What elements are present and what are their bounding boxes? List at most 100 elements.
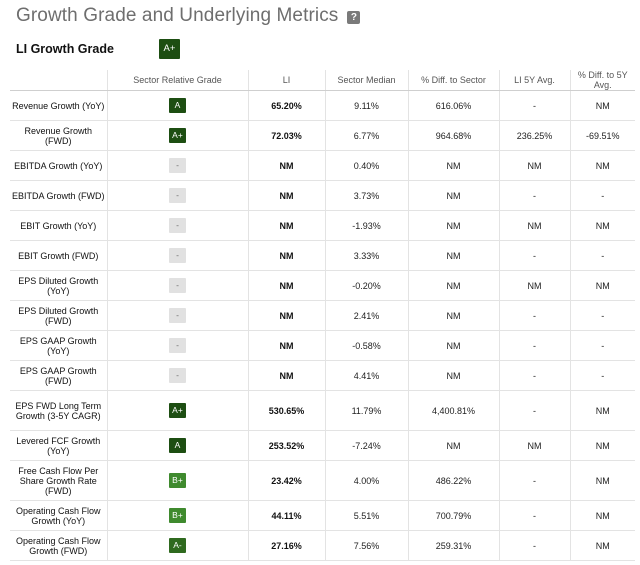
diff-to-sector-value: 616.06% bbox=[407, 90, 499, 121]
li-5y-avg-value: - bbox=[498, 390, 570, 431]
diff-to-5y-avg-value: NM bbox=[569, 90, 635, 121]
li-5y-avg-value: - bbox=[498, 300, 570, 331]
li-5y-avg-value: - bbox=[498, 500, 570, 531]
metric-name: Revenue Growth (YoY) bbox=[10, 90, 107, 121]
table-row: EBIT Growth (FWD) - NM 3.33% NM - - bbox=[10, 240, 635, 271]
li-5y-avg-value: - bbox=[498, 460, 570, 501]
diff-to-sector-value: NM bbox=[407, 270, 499, 301]
li-5y-avg-value: - bbox=[498, 530, 570, 561]
grade-badge: - bbox=[169, 158, 186, 173]
sector-grade-cell: B+ bbox=[106, 460, 248, 501]
li-value: NM bbox=[247, 180, 325, 211]
sector-median-value: -1.93% bbox=[324, 210, 408, 241]
diff-to-5y-avg-value: NM bbox=[569, 500, 635, 531]
diff-to-sector-value: NM bbox=[407, 360, 499, 391]
table-row: EPS Diluted Growth (FWD) - NM 2.41% NM - - bbox=[10, 300, 635, 331]
grade-badge: B+ bbox=[169, 473, 186, 488]
sector-grade-cell: A+ bbox=[106, 390, 248, 431]
li-value: NM bbox=[247, 330, 325, 361]
grade-badge: A- bbox=[169, 538, 186, 553]
metric-name: EPS Diluted Growth (FWD) bbox=[10, 300, 107, 331]
grade-badge: A bbox=[169, 98, 186, 113]
li-5y-avg-value: NM bbox=[498, 210, 570, 241]
li-5y-avg-value: NM bbox=[498, 430, 570, 461]
table-row: EPS GAAP Growth (FWD) - NM 4.41% NM - - bbox=[10, 360, 635, 391]
column-header-li-5y-avg: LI 5Y Avg. bbox=[498, 70, 570, 91]
grade-badge: - bbox=[169, 278, 186, 293]
sector-grade-cell: A- bbox=[106, 530, 248, 561]
diff-to-sector-value: NM bbox=[407, 430, 499, 461]
grade-badge: - bbox=[169, 188, 186, 203]
li-value: 530.65% bbox=[247, 390, 325, 431]
metric-name: Operating Cash Flow Growth (YoY) bbox=[10, 500, 107, 531]
sector-grade-cell: - bbox=[106, 180, 248, 211]
diff-to-5y-avg-value: NM bbox=[569, 390, 635, 431]
diff-to-5y-avg-value: - bbox=[569, 360, 635, 391]
li-5y-avg-value: NM bbox=[498, 270, 570, 301]
sector-median-value: 11.79% bbox=[324, 390, 408, 431]
grade-badge: A bbox=[169, 438, 186, 453]
sector-median-value: -7.24% bbox=[324, 430, 408, 461]
metric-name: EPS FWD Long Term Growth (3-5Y CAGR) bbox=[10, 390, 107, 431]
overall-grade-badge: A+ bbox=[158, 39, 180, 59]
li-value: 253.52% bbox=[247, 430, 325, 461]
diff-to-5y-avg-value: - bbox=[569, 300, 635, 331]
sector-grade-cell: - bbox=[106, 300, 248, 331]
column-header-sector-relative-grade: Sector Relative Grade bbox=[106, 70, 248, 91]
sector-grade-cell: - bbox=[106, 330, 248, 361]
table-row: Free Cash Flow Per Share Growth Rate (FW… bbox=[10, 460, 635, 501]
table-row: EPS FWD Long Term Growth (3-5Y CAGR) A+ 53… bbox=[10, 390, 635, 431]
table-row: EPS GAAP Growth (YoY) - NM -0.58% NM - - bbox=[10, 330, 635, 361]
diff-to-5y-avg-value: NM bbox=[569, 210, 635, 241]
sector-median-value: 3.33% bbox=[324, 240, 408, 271]
metric-name: EBIT Growth (FWD) bbox=[10, 240, 107, 271]
diff-to-5y-avg-value: NM bbox=[569, 530, 635, 561]
li-5y-avg-value: - bbox=[498, 360, 570, 391]
sector-grade-cell: - bbox=[106, 360, 248, 391]
li-5y-avg-value: NM bbox=[498, 150, 570, 181]
table-row: Revenue Growth (YoY) A 65.20% 9.11% 616.06% -… bbox=[10, 90, 635, 121]
li-5y-avg-value: - bbox=[498, 90, 570, 121]
sector-grade-cell: B+ bbox=[106, 500, 248, 531]
li-value: 65.20% bbox=[247, 90, 325, 121]
grade-badge: A+ bbox=[169, 403, 186, 418]
metric-name: EBITDA Growth (YoY) bbox=[10, 150, 107, 181]
help-icon[interactable]: ? bbox=[347, 10, 361, 24]
sector-median-value: 9.11% bbox=[324, 90, 408, 121]
table-row: EPS Diluted Growth (YoY) - NM -0.20% NM NM NM bbox=[10, 270, 635, 301]
table-row: Operating Cash Flow Growth (YoY) B+ 44.11%… bbox=[10, 500, 635, 531]
diff-to-sector-value: NM bbox=[407, 330, 499, 361]
li-value: NM bbox=[247, 150, 325, 181]
metric-name: Free Cash Flow Per Share Growth Rate (FW… bbox=[10, 460, 107, 501]
column-header-metric bbox=[10, 70, 107, 91]
diff-to-5y-avg-value: -69.51% bbox=[569, 120, 635, 151]
sector-grade-cell: A+ bbox=[106, 120, 248, 151]
sector-median-value: 3.73% bbox=[324, 180, 408, 211]
diff-to-sector-value: 964.68% bbox=[407, 120, 499, 151]
table-header-row: Sector Relative Grade LI Sector Median %… bbox=[10, 70, 635, 91]
li-value: 27.16% bbox=[247, 530, 325, 561]
diff-to-5y-avg-value: - bbox=[569, 180, 635, 211]
li-5y-avg-value: - bbox=[498, 240, 570, 271]
sector-grade-cell: A bbox=[106, 430, 248, 461]
li-5y-avg-value: - bbox=[498, 330, 570, 361]
table-body: Revenue Growth (YoY) A 65.20% 9.11% 616.06% -… bbox=[10, 90, 635, 561]
sector-grade-cell: - bbox=[106, 240, 248, 271]
diff-to-5y-avg-value: - bbox=[569, 330, 635, 361]
grade-badge: - bbox=[169, 248, 186, 263]
ticker-grade-title: LI Growth Grade bbox=[16, 42, 114, 56]
diff-to-5y-avg-value: NM bbox=[569, 430, 635, 461]
sector-grade-cell: - bbox=[106, 210, 248, 241]
sector-grade-cell: - bbox=[106, 270, 248, 301]
metric-name: Levered FCF Growth (YoY) bbox=[10, 430, 107, 461]
column-header-sector-median: Sector Median bbox=[324, 70, 408, 91]
li-value: 23.42% bbox=[247, 460, 325, 501]
diff-to-5y-avg-value: - bbox=[569, 240, 635, 271]
diff-to-sector-value: 700.79% bbox=[407, 500, 499, 531]
sector-grade-cell: - bbox=[106, 150, 248, 181]
diff-to-sector-value: 486.22% bbox=[407, 460, 499, 501]
diff-to-sector-value: 4,400.81% bbox=[407, 390, 499, 431]
grade-badge: - bbox=[169, 218, 186, 233]
li-value: NM bbox=[247, 300, 325, 331]
table-row: EBITDA Growth (YoY) - NM 0.40% NM NM NM bbox=[10, 150, 635, 181]
